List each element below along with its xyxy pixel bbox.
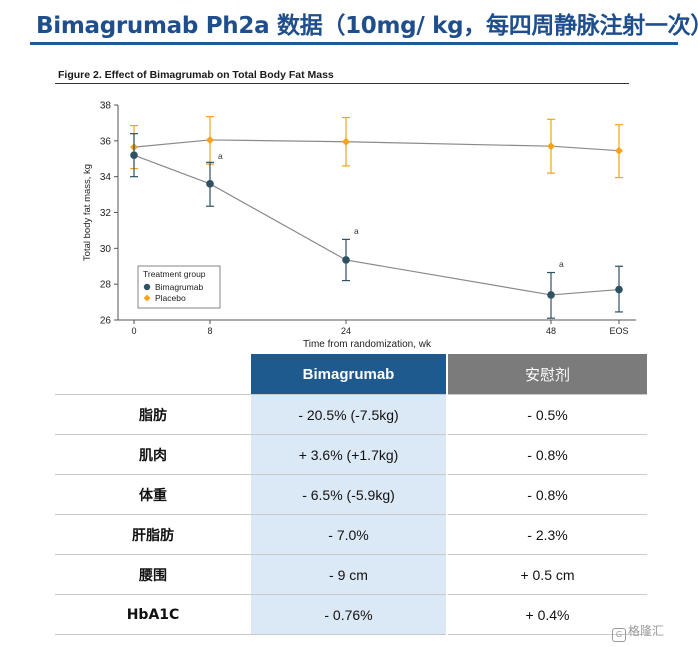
- x-tick-label: 24: [341, 326, 351, 336]
- y-tick-label: 28: [100, 280, 112, 291]
- y-axis-label: Total body fat mass, kg: [82, 164, 93, 261]
- x-tick-label: 48: [546, 326, 556, 336]
- bimagrumab-value: - 7.0%: [251, 514, 448, 555]
- bimagrumab-value: - 20.5% (-7.5kg): [251, 394, 448, 435]
- watermark-text: 格隆汇: [628, 624, 665, 638]
- placebo-value: - 0.8%: [447, 474, 647, 515]
- y-tick-label: 34: [100, 172, 112, 183]
- table-header-placebo: 安慰剂: [447, 354, 647, 395]
- data-point-bimagrumab: [130, 151, 138, 159]
- x-tick-label: EOS: [609, 326, 628, 336]
- legend-marker-placebo: [143, 294, 151, 302]
- bimagrumab-value: + 3.6% (+1.7kg): [251, 434, 448, 475]
- fat-mass-chart: 26 28 30 32 34 36 38 0 8 24 48 EOS Time from randomi…: [82, 101, 636, 350]
- table-row: 肝脂肪 - 7.0% - 2.3%: [55, 514, 647, 555]
- row-label: HbA1C: [55, 594, 251, 635]
- placebo-value: - 0.8%: [447, 434, 647, 475]
- y-tick-label: 32: [100, 208, 112, 219]
- placebo-value: - 0.5%: [447, 394, 647, 435]
- y-tick-label: 30: [100, 244, 112, 255]
- table-header-row: Bimagrumab 安慰剂: [55, 354, 647, 395]
- table-row: HbA1C - 0.76% + 0.4%: [55, 594, 647, 635]
- row-label: 体重: [55, 474, 251, 515]
- significance-marker: a: [559, 259, 564, 269]
- data-point-bimagrumab: [615, 285, 623, 294]
- slide-title: Bimagrumab Ph2a 数据（10mg/ kg，每四周静脉注射一次）: [36, 13, 698, 39]
- table-row: 肌肉 + 3.6% (+1.7kg) - 0.8%: [55, 434, 647, 475]
- x-axis-label: Time from randomization, wk: [303, 339, 432, 350]
- x-tick-label: 8: [207, 326, 212, 336]
- significance-marker: a: [354, 226, 359, 236]
- table-row: 体重 - 6.5% (-5.9kg) - 0.8%: [55, 474, 647, 515]
- table-row: 腰围 - 9 cm + 0.5 cm: [55, 554, 647, 595]
- legend-label-placebo: Placebo: [155, 293, 186, 303]
- x-tick-label: 0: [131, 326, 136, 336]
- data-point-bimagrumab: [206, 180, 214, 188]
- bimagrumab-value: - 9 cm: [251, 554, 448, 595]
- watermark: G 格隆汇: [612, 622, 664, 642]
- table-row: 脂肪 - 20.5% (-7.5kg) - 0.5%: [55, 394, 647, 435]
- data-point-placebo: [615, 146, 623, 155]
- data-point-placebo: [342, 137, 350, 146]
- y-tick-label: 38: [100, 101, 112, 112]
- row-label: 肌肉: [55, 434, 251, 475]
- bimagrumab-value: - 6.5% (-5.9kg): [251, 474, 448, 515]
- watermark-logo-icon: G: [612, 628, 626, 642]
- data-point-bimagrumab: [547, 291, 555, 299]
- data-point-bimagrumab: [342, 256, 350, 264]
- legend-title: Treatment group: [143, 269, 206, 279]
- data-point-placebo: [206, 135, 214, 144]
- comparison-table: Bimagrumab 安慰剂 脂肪 - 20.5% (-7.5kg) - 0.5…: [55, 354, 647, 635]
- significance-marker: a: [218, 151, 223, 161]
- row-label: 脂肪: [55, 394, 251, 435]
- title-divider: [30, 42, 678, 45]
- legend-marker-bimagrumab: [143, 283, 151, 291]
- table-header-bimagrumab: Bimagrumab: [251, 354, 448, 395]
- legend-box: [137, 265, 221, 309]
- bimagrumab-value: - 0.76%: [251, 594, 448, 635]
- data-point-placebo: [547, 142, 555, 151]
- row-label: 肝脂肪: [55, 514, 251, 555]
- y-tick-label: 26: [100, 316, 112, 327]
- y-tick-label: 36: [100, 136, 112, 147]
- placebo-value: + 0.5 cm: [447, 554, 647, 595]
- figure-title: Figure 2. Effect of Bimagrumab on Total …: [58, 69, 334, 81]
- legend-label-bimagrumab: Bimagrumab: [155, 282, 203, 292]
- figure-divider: [55, 83, 629, 84]
- table-header-blank: [55, 354, 251, 395]
- placebo-value: - 2.3%: [447, 514, 647, 555]
- row-label: 腰围: [55, 554, 251, 595]
- series-line-placebo: [133, 139, 620, 152]
